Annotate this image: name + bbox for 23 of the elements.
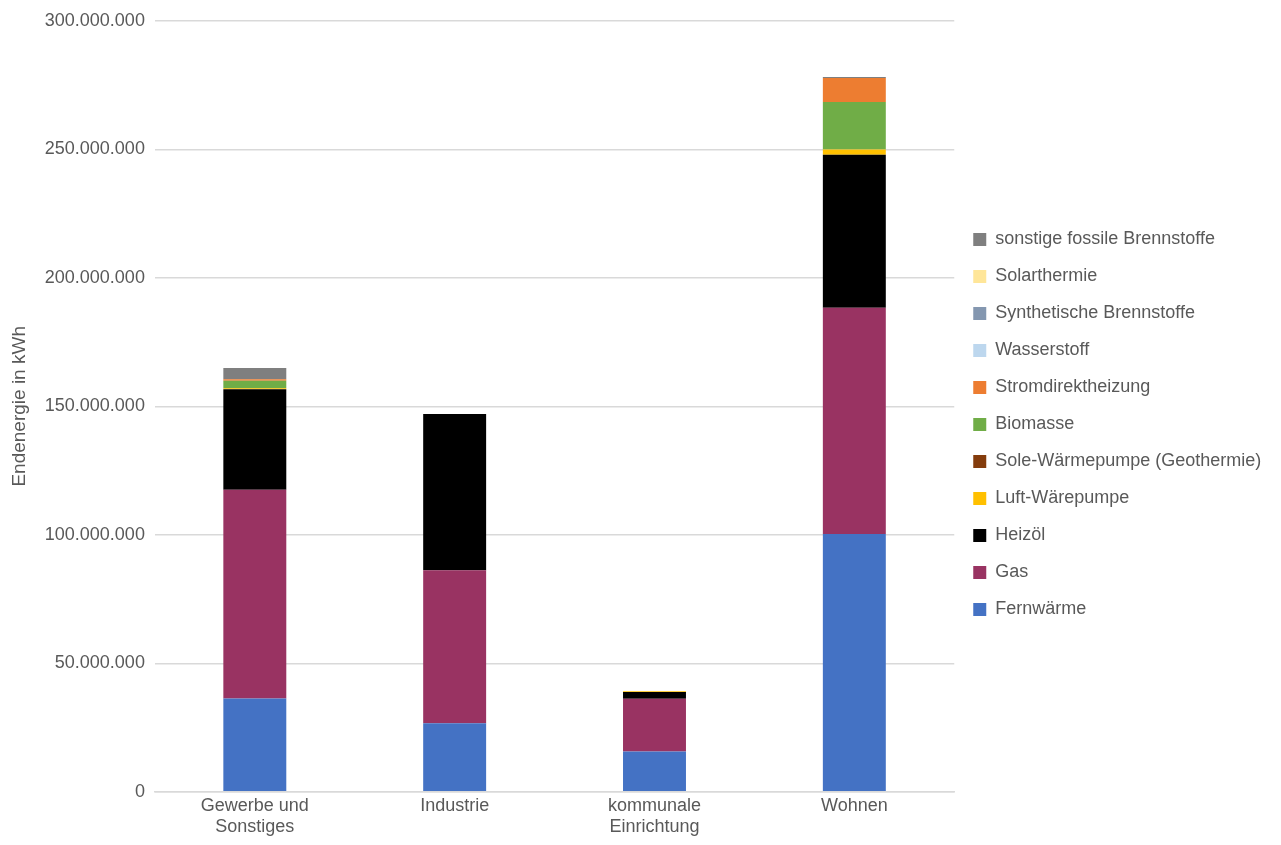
y-tick-label: 200.000.000: [44, 266, 145, 287]
legend-label: Heizöl: [995, 524, 1046, 545]
x-tick-label: kommunale Einrichtung: [607, 794, 702, 837]
y-tick-label: 0: [134, 780, 145, 801]
legend-label: sonstige fossile Brennstoffe: [995, 228, 1216, 249]
legend-label: Wasserstoff: [995, 339, 1091, 360]
x-tick-label: Wohnen: [820, 794, 888, 815]
legend-label: Stromdirektheizung: [995, 376, 1151, 397]
legend-label: Sole-Wärmepumpe (Geothermie): [995, 450, 1262, 471]
y-tick-label: 50.000.000: [54, 652, 145, 673]
legend-label: Fernwärme: [995, 598, 1087, 619]
y-tick-label: 100.000.000: [44, 523, 145, 544]
legend-label: Synthetische Brennstoffe: [995, 302, 1196, 323]
y-axis-title: Endenergie in kWh: [7, 326, 29, 487]
y-tick-label: 250.000.000: [44, 138, 145, 159]
legend-label: Gas: [995, 561, 1029, 582]
legend-label: Luft-Wärepumpe: [995, 487, 1130, 508]
legend-label: Biomasse: [995, 413, 1075, 434]
x-tick-label: Gewerbe und Sonstiges: [200, 794, 309, 837]
legend-label: Solarthermie: [995, 265, 1098, 286]
y-tick-label: 300.000.000: [44, 9, 145, 30]
x-tick-label: Industrie: [420, 794, 490, 815]
y-tick-label: 150.000.000: [44, 395, 145, 416]
